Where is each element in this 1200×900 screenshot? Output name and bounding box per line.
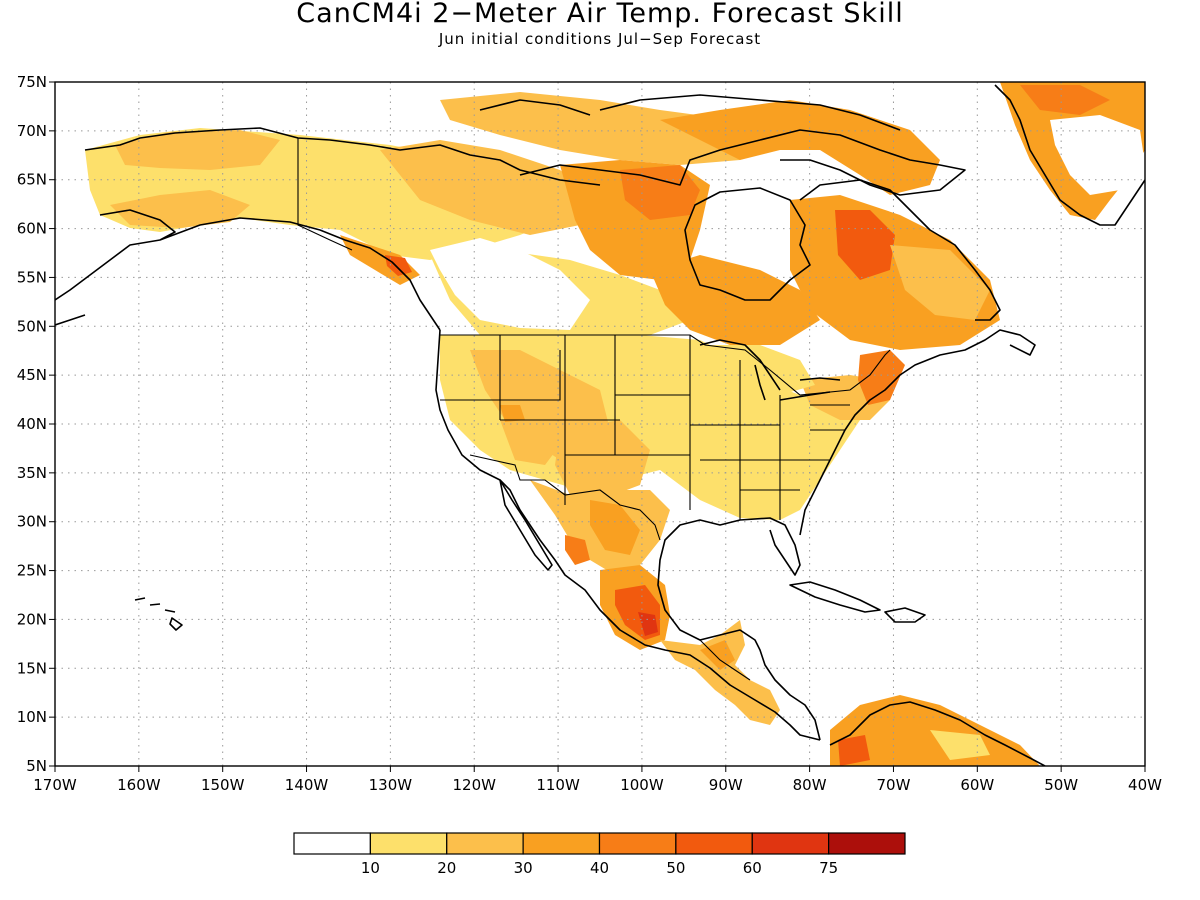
region-greenland-white (1050, 115, 1145, 195)
lon-tick-label: 160W (117, 776, 161, 794)
region-us-central-orange (500, 420, 560, 465)
coast-arctic-1 (519, 139, 761, 186)
coast-aleutian (55, 314, 86, 326)
lat-tick-label: 60N (17, 220, 47, 238)
longitude-axis: 170W 160W 150W 140W 130W 120W 110W 100W 90W 80W 70… (33, 766, 1162, 794)
region-us-southwest (555, 420, 650, 500)
lat-tick-label: 75N (17, 73, 47, 91)
map-subtitle: Jun initial conditions Jul−Sep Forecast (438, 30, 762, 48)
region-greenland-hi (1020, 85, 1110, 115)
coast-great-lakes (699, 339, 841, 401)
lat-tick-label: 30N (17, 513, 47, 531)
region-arctic-islands (440, 92, 760, 165)
lon-tick-label: 60W (960, 776, 994, 794)
lat-tick-label: 10N (17, 708, 47, 726)
border-alaska-canada (297, 138, 353, 251)
skill-colorbar: 10 20 30 40 50 60 75 (293, 832, 906, 877)
coast-south-america (829, 701, 1046, 766)
lon-tick-label: 70W (877, 776, 911, 794)
colorbar-box (828, 832, 906, 855)
latitude-axis: 75N 70N 65N 60N 55N 50N 45N 40N 35N 30N 25N 20N 15N 1… (17, 73, 55, 775)
lat-tick-label: 20N (17, 610, 47, 628)
region-mexico-ne (590, 500, 640, 555)
region-alaska-north (115, 130, 280, 170)
region-sa-yellow (930, 730, 990, 760)
colorbar-label: 60 (743, 859, 762, 877)
lat-tick-label: 50N (17, 317, 47, 335)
lon-tick-label: 120W (452, 776, 496, 794)
lon-tick-label: 100W (620, 776, 664, 794)
coast-hispaniola (884, 607, 926, 623)
skill-shading (85, 82, 1145, 766)
colorbar-label: 20 (437, 859, 456, 877)
colorbar-label: 30 (514, 859, 533, 877)
lon-tick-label: 130W (369, 776, 413, 794)
colorbar-box (369, 832, 448, 855)
region-great-lakes-yellow (700, 345, 815, 395)
region-alberta-white (430, 238, 590, 330)
coast-greenland (994, 84, 1145, 226)
region-central-america (660, 620, 780, 725)
lat-tick-label: 25N (17, 562, 47, 580)
lat-tick-label: 65N (17, 171, 47, 189)
lon-tick-label: 140W (285, 776, 329, 794)
lon-tick-label: 50W (1044, 776, 1078, 794)
coast-us-west (435, 329, 821, 741)
region-arctic-east (660, 100, 940, 195)
lon-tick-label: 170W (33, 776, 77, 794)
region-mexico-red2 (638, 612, 658, 636)
coast-ellesmere (479, 94, 901, 131)
colorbar-box (598, 832, 677, 855)
coast-baffin (759, 129, 966, 196)
colorbar-label: 75 (819, 859, 838, 877)
colorbar-label: 10 (361, 859, 380, 877)
colorbar-box (522, 832, 601, 855)
colorbar-label: 50 (666, 859, 685, 877)
region-labrador (890, 245, 990, 320)
colorbar-label: 40 (590, 859, 609, 877)
coast-hawaii (134, 597, 183, 631)
coast-cuba (789, 581, 881, 613)
lat-tick-label: 15N (17, 659, 47, 677)
coast-baja (499, 479, 553, 571)
coast-hudson (684, 187, 811, 301)
lon-tick-label: 150W (201, 776, 245, 794)
lat-tick-label: 70N (17, 122, 47, 140)
lat-tick-label: 35N (17, 464, 47, 482)
coast-gulf (657, 517, 821, 741)
border-us-mexico (469, 454, 661, 541)
lon-tick-label: 40W (1128, 776, 1162, 794)
region-new-england (858, 350, 905, 405)
lon-tick-label: 110W (536, 776, 580, 794)
colorbar-box (751, 832, 830, 855)
coast-alaska (55, 127, 601, 331)
border-us-states (440, 335, 850, 520)
region-quebec-red (835, 210, 895, 280)
region-nunavut-hi (620, 165, 700, 220)
region-bc-red (385, 255, 412, 276)
colorbar-box (446, 832, 524, 855)
map-title: CanCM4i 2−Meter Air Temp. Forecast Skill (296, 0, 904, 29)
coast-labrador (799, 179, 1001, 321)
border-us-canada (440, 334, 891, 396)
region-nwt (380, 140, 600, 235)
coast-us-east (799, 329, 1036, 536)
political-borders (297, 138, 891, 681)
region-sa-red (838, 735, 870, 766)
region-alaska-south (110, 190, 250, 228)
lon-tick-label: 80W (793, 776, 827, 794)
colorbar-box (675, 832, 753, 855)
border-mexico-cam (699, 639, 751, 681)
lat-tick-label: 45N (17, 366, 47, 384)
region-mexico-sonora (565, 535, 590, 565)
lat-tick-label: 55N (17, 268, 47, 286)
lon-tick-label: 90W (709, 776, 743, 794)
coastlines (55, 84, 1145, 766)
region-us-greatbasin-r (500, 405, 525, 422)
lat-tick-label: 40N (17, 415, 47, 433)
lat-tick-label: 5N (26, 757, 47, 775)
colorbar-box (293, 832, 371, 855)
